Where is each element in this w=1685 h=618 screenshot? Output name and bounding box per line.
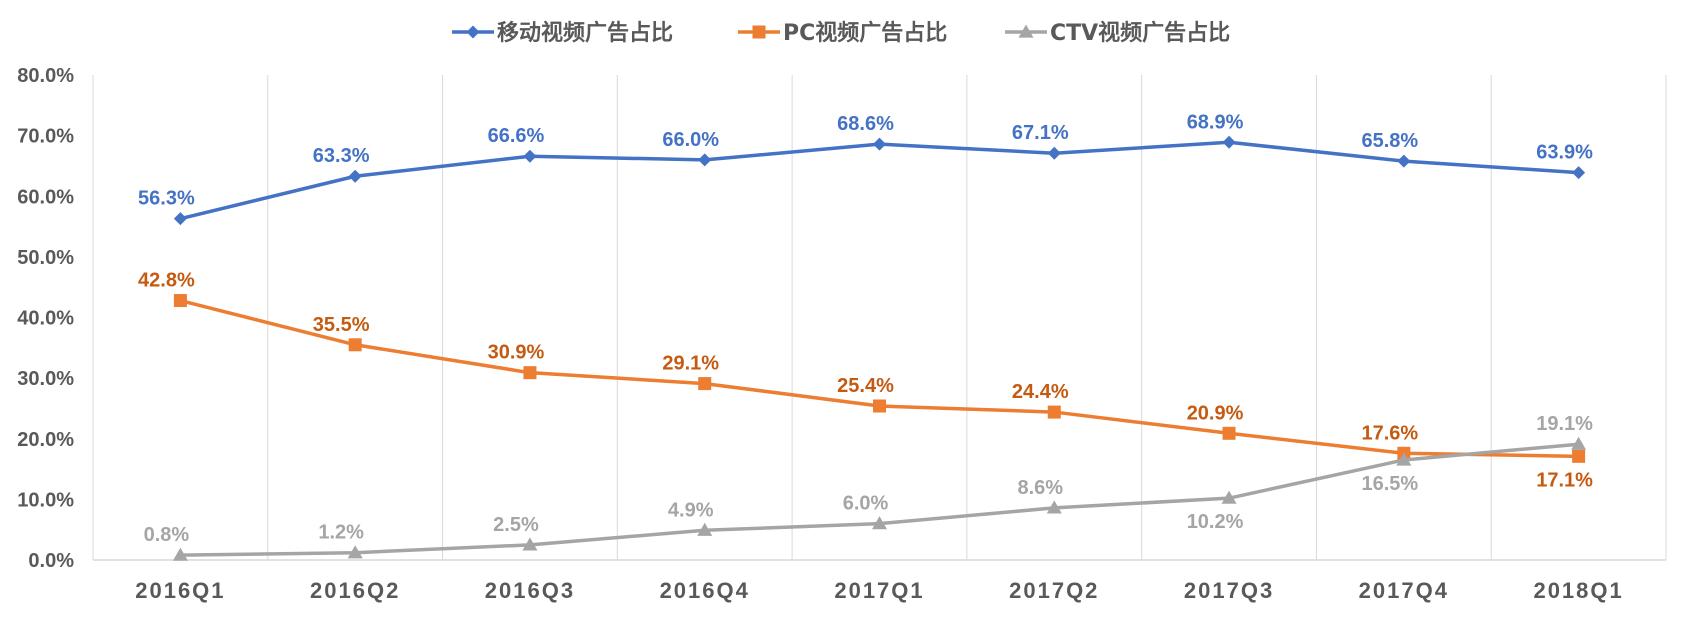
triangle-marker xyxy=(1571,436,1587,450)
triangle-marker xyxy=(172,547,188,561)
data-label: 6.0% xyxy=(843,493,889,515)
data-label: 30.9% xyxy=(488,342,545,364)
diamond-marker xyxy=(1397,154,1411,168)
legend-label: PC视频广告占比 xyxy=(783,20,947,46)
data-label: 25.4% xyxy=(837,375,894,397)
triangle-marker xyxy=(1396,452,1412,466)
y-tick-label: 30.0% xyxy=(17,368,74,390)
triangle-marker xyxy=(697,522,713,536)
y-tick-label: 80.0% xyxy=(17,65,74,87)
square-marker xyxy=(873,399,886,413)
square-marker xyxy=(752,25,766,39)
data-label: 29.1% xyxy=(662,353,719,375)
square-marker xyxy=(1222,426,1236,440)
data-label: 42.8% xyxy=(138,270,195,292)
square-marker xyxy=(523,366,537,380)
data-label: 10.2% xyxy=(1187,511,1244,533)
legend-item-2: CTV视频广告占比 xyxy=(1005,20,1230,46)
series-0 xyxy=(173,135,1586,226)
data-label: 63.9% xyxy=(1536,142,1593,164)
data-label: 8.6% xyxy=(1017,477,1063,499)
data-label: 20.9% xyxy=(1187,402,1244,424)
x-tick-label: 2016Q2 xyxy=(310,578,400,603)
data-label: 67.1% xyxy=(1012,122,1069,144)
x-tick-label: 2016Q1 xyxy=(135,578,225,603)
data-label: 65.8% xyxy=(1361,130,1418,152)
triangle-marker xyxy=(1046,500,1062,514)
data-label: 68.9% xyxy=(1187,111,1244,133)
triangle-marker xyxy=(522,537,538,551)
x-tick-label: 2018Q1 xyxy=(1533,578,1623,603)
x-tick-label: 2017Q3 xyxy=(1184,578,1274,603)
diamond-marker xyxy=(348,169,362,183)
legend-label: 移动视频广告占比 xyxy=(497,20,673,46)
data-label: 19.1% xyxy=(1536,413,1593,435)
series-layer xyxy=(172,135,1587,561)
data-label: 16.5% xyxy=(1361,473,1418,495)
x-tick-label: 2017Q2 xyxy=(1009,578,1099,603)
data-label: 24.4% xyxy=(1012,381,1069,403)
diamond-marker xyxy=(698,153,712,167)
diamond-marker xyxy=(523,149,537,163)
series-1 xyxy=(173,294,1586,463)
triangle-marker xyxy=(872,516,887,530)
diamond-marker xyxy=(173,212,187,226)
data-label: 1.2% xyxy=(318,522,364,544)
data-label: 17.6% xyxy=(1361,422,1418,444)
y-tick-label: 20.0% xyxy=(17,429,74,451)
diamond-marker xyxy=(1222,135,1236,149)
data-label: 35.5% xyxy=(313,314,370,336)
y-tick-label: 40.0% xyxy=(17,308,74,330)
data-label: 0.8% xyxy=(144,524,190,546)
x-tick-label: 2016Q4 xyxy=(660,578,750,603)
data-label: 2.5% xyxy=(493,514,539,536)
data-label: 56.3% xyxy=(138,188,195,210)
data-label: 66.0% xyxy=(662,129,719,151)
triangle-marker xyxy=(1018,24,1034,38)
grid-layer xyxy=(92,75,1667,560)
square-marker xyxy=(698,377,712,391)
data-label: 68.6% xyxy=(837,113,894,135)
x-tick-label: 2016Q3 xyxy=(485,578,575,603)
legend: 移动视频广告占比 PC视频广告占比 CTV视频广告占比 xyxy=(452,20,1230,46)
data-label: 63.3% xyxy=(313,145,370,167)
diamond-marker xyxy=(1572,166,1586,180)
square-marker xyxy=(1572,449,1586,463)
square-marker xyxy=(173,294,187,308)
diamond-marker xyxy=(873,137,886,151)
data-label: 66.6% xyxy=(488,125,545,147)
diamond-marker xyxy=(466,25,480,39)
triangle-marker xyxy=(1221,490,1237,504)
square-marker xyxy=(348,338,362,352)
data-label: 4.9% xyxy=(668,499,714,521)
x-tick-label: 2017Q4 xyxy=(1359,578,1449,603)
y-tick-label: 0.0% xyxy=(28,550,74,572)
series-2 xyxy=(172,436,1587,561)
y-tick-label: 60.0% xyxy=(17,186,74,208)
y-tick-label: 50.0% xyxy=(17,247,74,269)
axis-layer: 0.0% 10.0% 20.0% 30.0% 40.0% 50.0% 60.0% 70.0% 8… xyxy=(17,65,1666,603)
diamond-marker xyxy=(1047,146,1061,160)
series-line xyxy=(179,140,1579,221)
x-tick-label: 2017Q1 xyxy=(834,578,924,603)
data-label: 17.1% xyxy=(1536,469,1593,491)
square-marker xyxy=(1047,405,1061,419)
data-label-layer: 56.3% 63.3% 66.6% 66.0% 68.6% 67.1% 68.9% 65.8%… xyxy=(138,111,1593,546)
legend-item-1: PC视频广告占比 xyxy=(738,20,947,46)
y-tick-label: 70.0% xyxy=(17,126,74,148)
triangle-marker xyxy=(347,545,363,559)
legend-label: CTV视频广告占比 xyxy=(1050,20,1230,46)
y-tick-label: 10.0% xyxy=(17,489,74,511)
legend-item-0: 移动视频广告占比 xyxy=(452,20,673,46)
